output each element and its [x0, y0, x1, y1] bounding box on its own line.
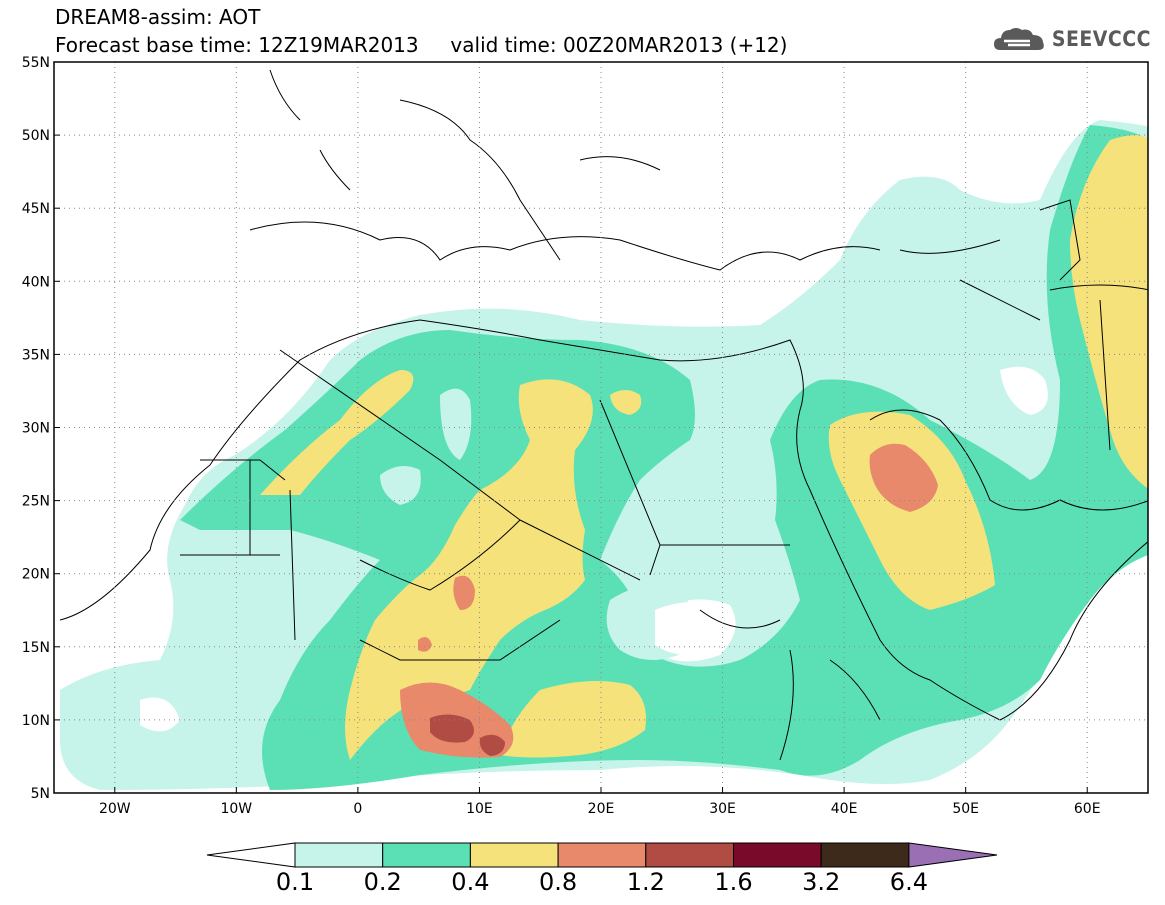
colorbar-swatch — [469, 842, 559, 868]
aot-contour-0.8 — [453, 575, 475, 610]
colorbar-level-label: 0.4 — [451, 868, 490, 896]
aot-contour-0.4 — [260, 370, 414, 495]
colorbar-level-label: 3.2 — [802, 868, 841, 896]
lat-label: 25N — [22, 494, 50, 510]
colorbar-under-arrow — [206, 842, 296, 868]
lon-label: 0 — [353, 801, 362, 817]
lat-label: 30N — [22, 421, 50, 437]
latitude-labels: 55N 50N 45N 40N 35N 30N 25N 20N 15N 10N 5N — [22, 55, 50, 802]
longitude-labels: 20W 10W 0 10E 20E 30E 40E 50E 60E — [99, 801, 1101, 817]
logo-text: SEEVCCC — [1051, 27, 1151, 51]
aot-contour-1.2 — [430, 714, 474, 743]
lon-label: 20E — [588, 801, 615, 817]
colorbar-swatch — [557, 842, 647, 868]
lat-label: 50N — [22, 128, 50, 144]
lat-label: 20N — [22, 567, 50, 583]
colorbar-swatch — [294, 842, 384, 868]
lon-label: 20W — [99, 801, 131, 817]
lat-label: 55N — [22, 55, 50, 71]
title-line-1: DREAM8-assim: AOT — [55, 5, 261, 29]
colorbar-level-label: 6.4 — [889, 868, 928, 896]
colorbar-level-label: 1.2 — [626, 868, 665, 896]
lat-label: 45N — [22, 201, 50, 217]
colorbar-level-label: 0.2 — [363, 868, 402, 896]
aot-field — [60, 120, 1148, 790]
title-line-2: Forecast base time: 12Z19MAR2013 valid t… — [55, 33, 788, 57]
cloud-icon — [993, 28, 1044, 50]
lat-label: 40N — [22, 274, 50, 290]
colorbar — [206, 842, 998, 868]
seevccc-logo: SEEVCCC — [992, 24, 1151, 54]
lat-label: 35N — [22, 347, 50, 363]
lon-label: 10E — [466, 801, 493, 817]
country-borders — [59, 69, 1148, 761]
colorbar-swatch — [733, 842, 822, 868]
colorbar-swatch — [382, 842, 471, 868]
colorbar-level-label: 0.1 — [275, 868, 315, 896]
plot-frame — [53, 61, 1149, 794]
lat-label: 10N — [22, 713, 50, 729]
colorbar-level-label: 1.6 — [714, 868, 753, 896]
lat-label: 15N — [22, 640, 50, 656]
lon-label: 30E — [709, 801, 736, 817]
lon-label: 60E — [1074, 801, 1101, 817]
lon-label: 10W — [220, 801, 252, 817]
lat-label: 5N — [31, 786, 50, 802]
colorbar-swatch — [645, 842, 734, 868]
colorbar-level-label: 0.8 — [539, 868, 578, 896]
lon-label: 50E — [952, 801, 979, 817]
lon-label: 40E — [831, 801, 858, 817]
colorbar-over-arrow — [908, 842, 998, 868]
grid-lines — [54, 61, 1148, 794]
colorbar-swatch — [820, 842, 910, 868]
